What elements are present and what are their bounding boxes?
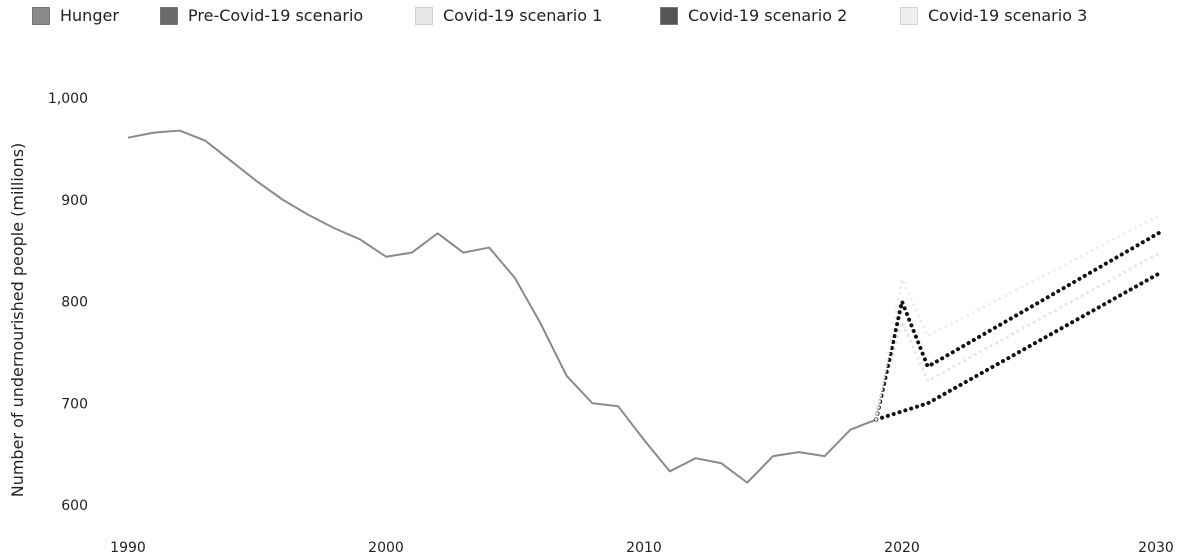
x-tick-label: 2010 [626,540,662,556]
y-tick-label: 800 [61,295,88,311]
y-tick-label: 1,000 [48,91,88,107]
legend: Hunger Pre-Covid-19 scenario Covid-19 sc… [0,0,1189,40]
series-line-pre-covid-19-scenario [874,271,1162,422]
legend-item-covid-1[interactable]: Covid-19 scenario 1 [415,6,602,25]
y-tick-label: 900 [61,193,88,209]
legend-label-pre-covid: Pre-Covid-19 scenario [188,6,364,25]
legend-item-covid-3[interactable]: Covid-19 scenario 3 [900,6,1087,25]
y-tick-label: 600 [61,498,88,514]
x-tick-label: 2000 [368,540,404,556]
y-axis-label: Number of undernourished people (million… [8,143,27,498]
legend-label-covid-3: Covid-19 scenario 3 [928,6,1088,25]
series-line-covid-19-scenario-3 [874,213,1162,422]
legend-item-pre-covid[interactable]: Pre-Covid-19 scenario [160,6,363,25]
x-axis-ticks: 1990 2000 2010 2020 2030 [110,540,1174,556]
series-line-covid-19-scenario-1 [874,251,1162,422]
legend-item-hunger[interactable]: Hunger [32,6,119,25]
legend-swatch-covid-1 [415,6,433,25]
legend-swatch-covid-2 [660,6,678,25]
x-tick-label: 1990 [110,540,146,556]
legend-swatch-hunger [32,6,50,25]
series-group [127,129,1162,484]
legend-label-covid-2: Covid-19 scenario 2 [688,6,848,25]
legend-label-hunger: Hunger [60,6,119,25]
legend-item-covid-2[interactable]: Covid-19 scenario 2 [660,6,847,25]
x-tick-label: 2030 [1138,540,1174,556]
legend-swatch-covid-3 [900,6,918,25]
legend-label-covid-1: Covid-19 scenario 1 [443,6,603,25]
y-axis-ticks: 600 700 800 900 1,000 [48,91,88,514]
y-tick-label: 700 [61,396,88,412]
series-line-hunger [127,129,877,484]
series-line-covid-19-scenario-2 [874,230,1162,422]
legend-swatch-pre-covid [160,6,178,25]
x-tick-label: 2020 [884,540,920,556]
